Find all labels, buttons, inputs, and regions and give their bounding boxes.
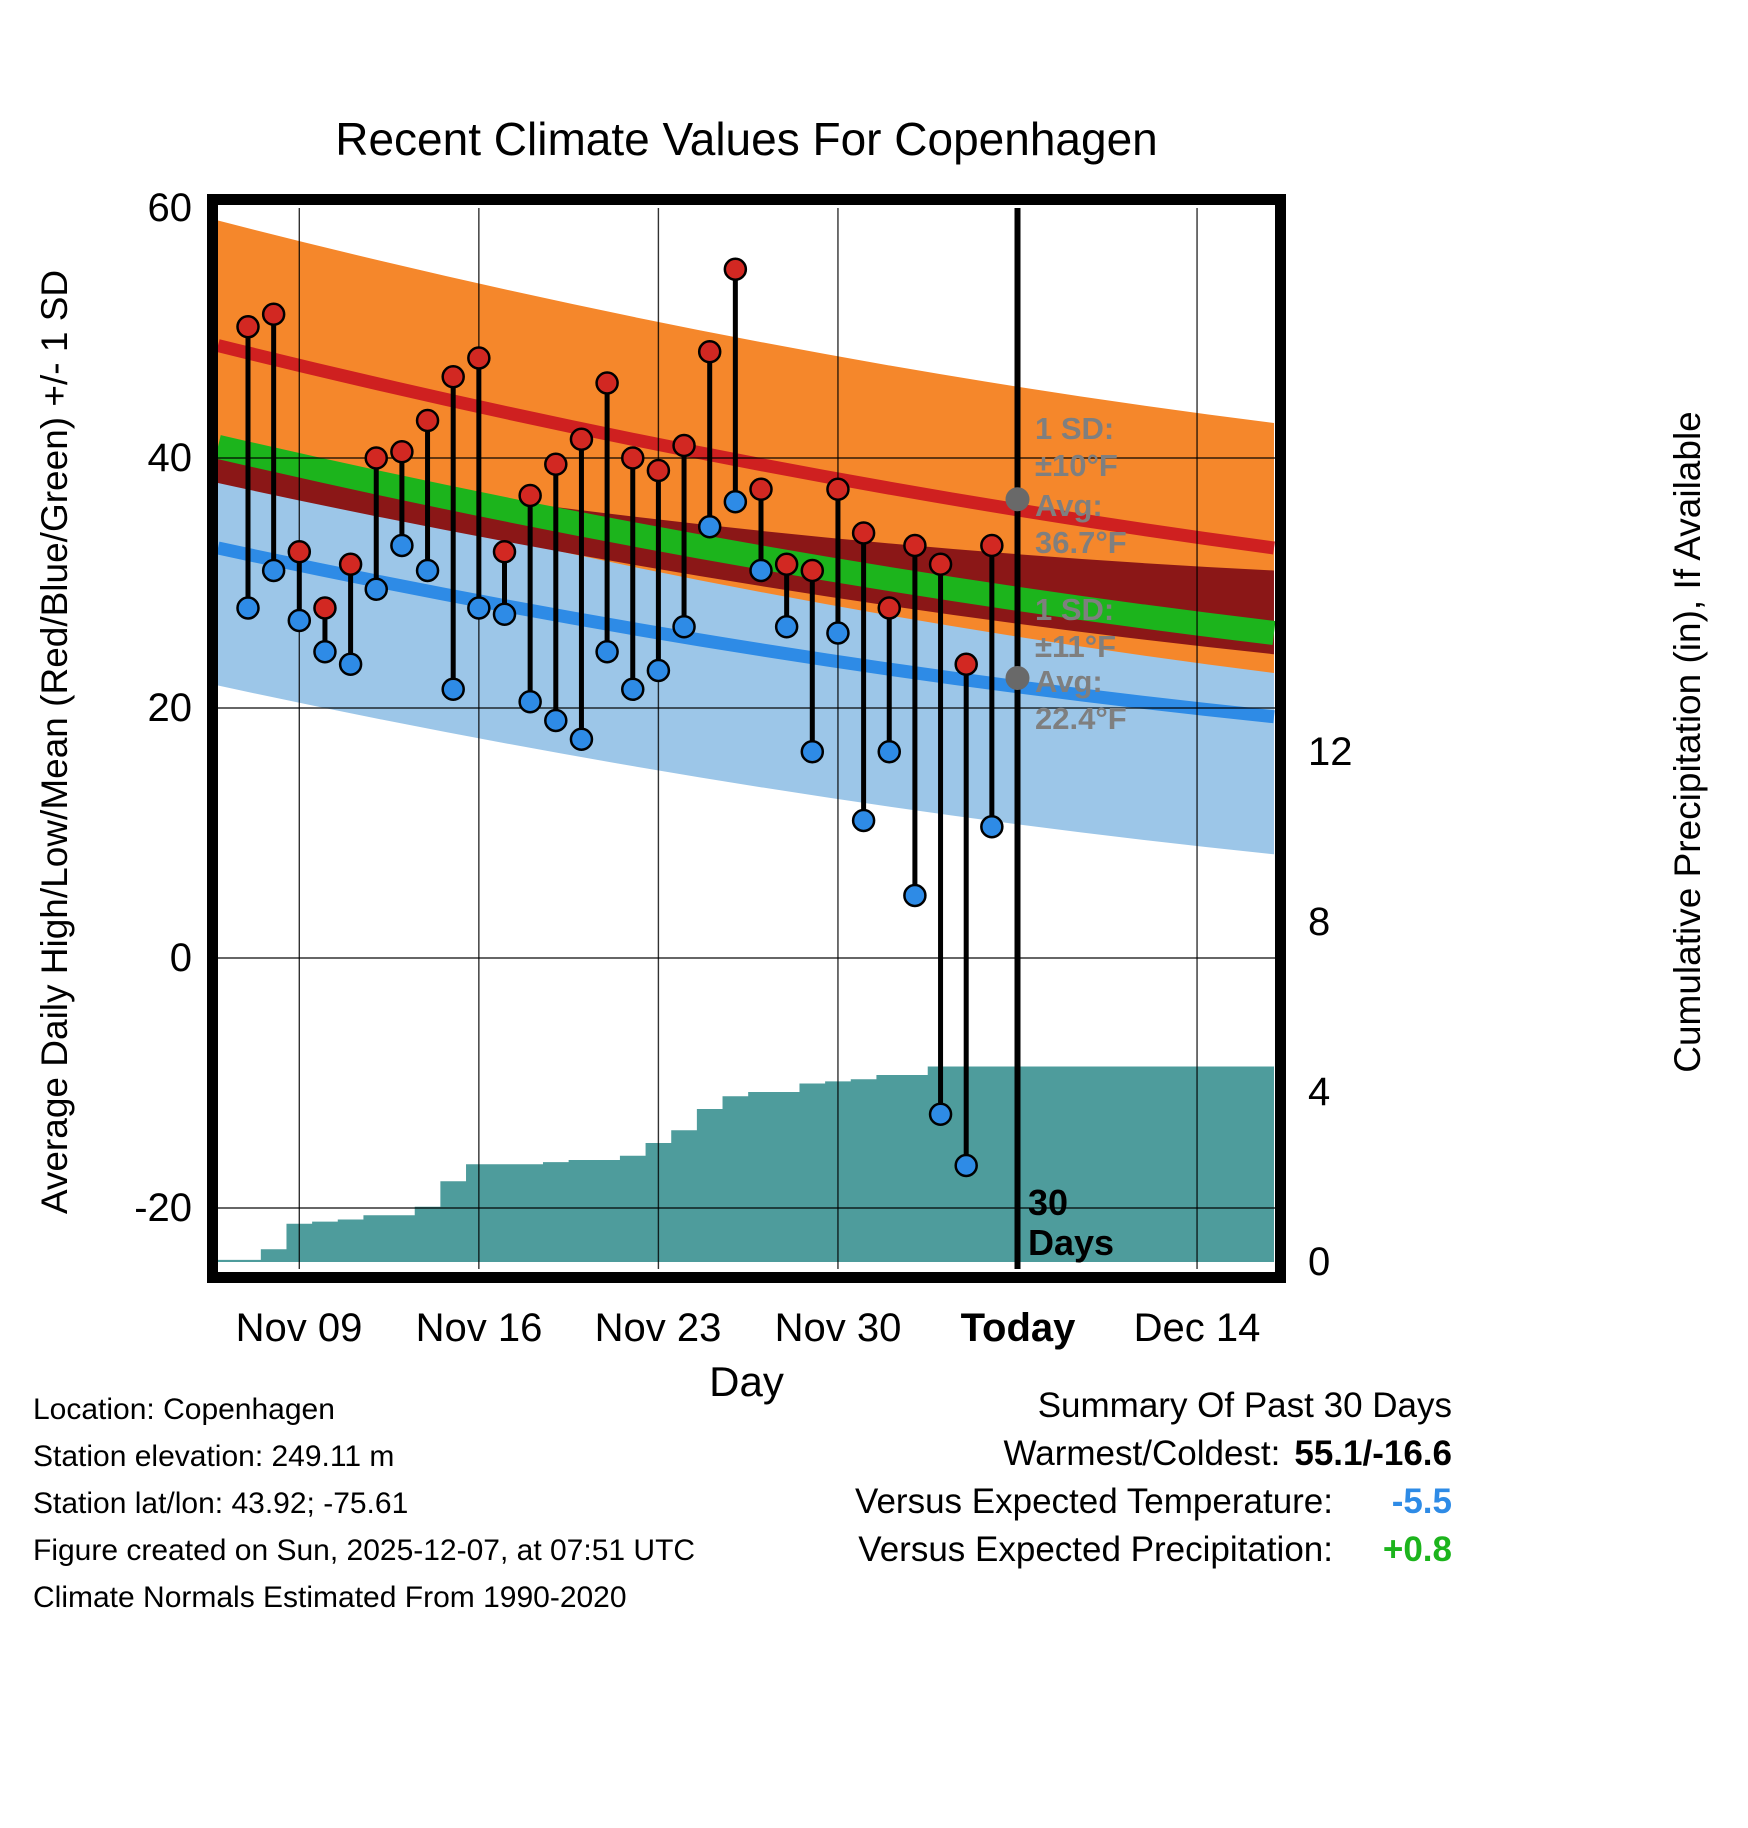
station-latlon: Station lat/lon: 43.92; -75.61 [33,1487,409,1520]
x-axis-tick: Nov 30 [774,1306,902,1350]
right-axis-label: Cumulative Precipitation (in), If Availa… [1667,411,1708,1073]
high-avg-annotation: Avg: 36.7°F [1035,488,1127,560]
thirty-days-annotation: 30 Days [1028,1182,1115,1263]
vs-temperature-value: -5.5 [1391,1482,1452,1521]
climate-chart-canvas [218,208,1275,1269]
y2-axis-tick: 8 [1308,900,1331,944]
figure-created: Figure created on Sun, 2025-12-07, at 07… [33,1534,696,1567]
x-axis-tick: Dec 14 [1133,1306,1261,1350]
vs-precipitation-row: Versus Expected Precipitation: +0.8 [855,1526,1452,1574]
warmest-coldest-value: 55.1/-16.6 [1294,1434,1452,1473]
y-axis-tick: -20 [134,1186,192,1230]
station-location: Location: Copenhagen [33,1393,335,1426]
y2-axis-tick: 4 [1308,1070,1331,1114]
chart-title: Recent Climate Values For Copenhagen [335,113,1158,165]
climate-normals: Climate Normals Estimated From 1990-2020 [33,1581,627,1614]
left-axis-label: Average Daily High/Low/Mean (Red/Blue/Gr… [34,269,75,1215]
low-sd-annotation: 1 SD: ±11°F [1035,592,1117,664]
y-axis-tick: 40 [147,436,193,480]
station-elevation: Station elevation: 249.11 m [33,1440,395,1473]
x-axis-tick-today: Today [960,1306,1076,1350]
x-axis-tick: Nov 23 [594,1306,722,1350]
y2-axis-tick: 12 [1308,730,1353,774]
summary-block: Summary Of Past 30 Days Warmest/Coldest:… [855,1382,1452,1574]
x-axis-tick: Nov 16 [415,1306,543,1350]
summary-title: Summary Of Past 30 Days [1037,1386,1452,1425]
y-axis-tick: 20 [147,686,193,730]
station-info: Location: Copenhagen Station elevation: … [33,1386,695,1621]
warmest-coldest-row: Warmest/Coldest: 55.1/-16.6 [1003,1434,1452,1473]
y-axis-tick: 60 [147,186,193,230]
low-avg-annotation: Avg: 22.4°F [1035,664,1127,736]
vs-precipitation-value: +0.8 [1382,1530,1452,1569]
x-axis-label: Day [709,1358,784,1405]
vs-temperature-row: Versus Expected Temperature: -5.5 [855,1478,1452,1526]
high-sd-annotation: 1 SD: ±10°F [1035,411,1118,483]
x-axis-tick: Nov 09 [235,1306,363,1350]
plot-area [218,205,1275,1272]
y-axis-tick: 0 [169,936,192,980]
y2-axis-tick: 0 [1308,1240,1331,1284]
